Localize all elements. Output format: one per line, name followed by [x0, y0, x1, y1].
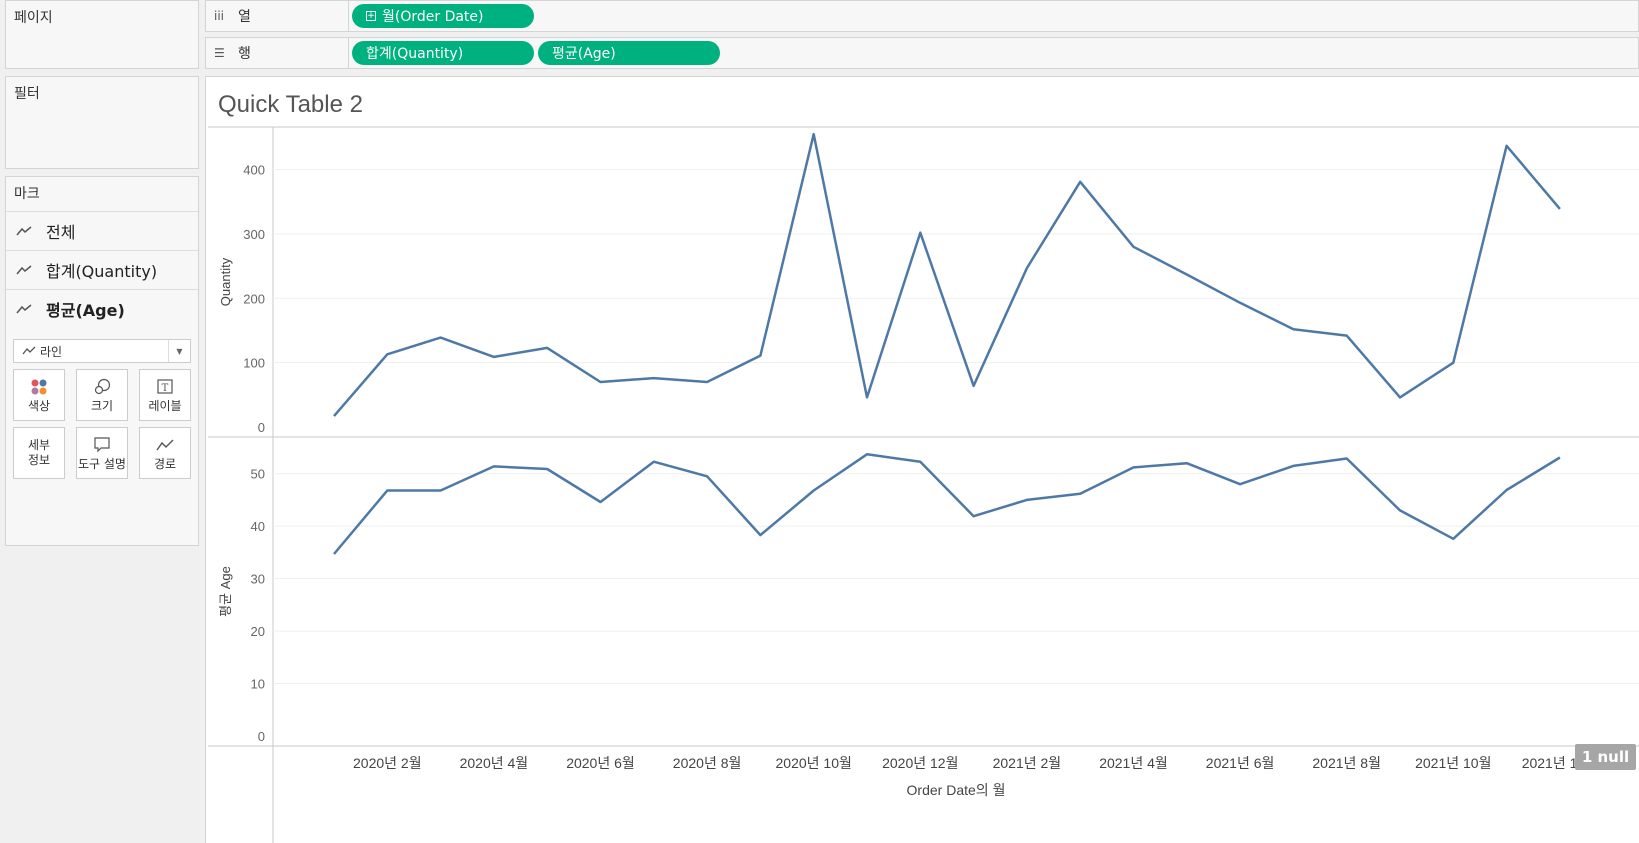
x-tick-label: 2020년 2월	[353, 755, 422, 771]
marks-card-label: 합계(Quantity)	[46, 262, 158, 281]
x-tick-label: 2021년 2월	[993, 755, 1062, 771]
marks-panel: 마크 전체 합계(Quantity) 평균(Age) 라인 ▼ 색상	[5, 176, 199, 546]
series-line	[333, 453, 1561, 555]
color-icon	[30, 377, 48, 397]
path-label: 경로	[153, 456, 177, 471]
line-chart: 0 100 200 300 400 Quantity 0 10 20 30 40 50 평균 Age 20…	[208, 126, 1639, 843]
pill-label: 월(Order Date)	[382, 9, 484, 25]
path-button[interactable]: 경로	[139, 427, 191, 479]
color-button[interactable]: 색상	[13, 369, 65, 421]
tooltip-button[interactable]: 도구 설명	[76, 427, 128, 479]
columns-icon: iii	[214, 9, 225, 23]
mark-type-value: 라인	[40, 344, 63, 359]
color-label: 색상	[27, 398, 51, 413]
x-tick-label: 2021년 10월	[1415, 755, 1491, 771]
y-tick-label: 30	[251, 572, 265, 587]
x-tick-label: 2020년 10월	[776, 755, 852, 771]
text-label-icon: T	[156, 377, 174, 397]
mark-type-dropdown[interactable]: 라인 ▼	[13, 339, 191, 363]
worksheet-title: Quick Table 2	[218, 91, 363, 118]
filters-panel[interactable]: 필터	[5, 76, 199, 169]
x-tick-label: 2020년 8월	[673, 755, 742, 771]
svg-text:T: T	[162, 383, 169, 394]
y-tick-label: 10	[251, 677, 265, 692]
x-tick-label: 2021년 8월	[1312, 755, 1381, 771]
tooltip-label: 도구 설명	[78, 456, 126, 471]
columns-label: 열	[238, 9, 251, 25]
y-axis-title: Quantity	[218, 257, 233, 306]
label-button[interactable]: T 레이블	[139, 369, 191, 421]
worksheet-view: Quick Table 2 0 100 200 300 400 Quantity 0 10 20…	[205, 76, 1639, 843]
line-icon	[16, 225, 36, 237]
y-tick-label: 0	[258, 420, 265, 435]
pages-panel[interactable]: 페이지	[5, 0, 199, 69]
marks-card-label: 전체	[46, 223, 76, 242]
marks-title: 마크	[14, 186, 40, 202]
x-tick-label: 2020년 12월	[882, 755, 958, 771]
detail-button[interactable]: 세부 정보	[13, 427, 65, 479]
rows-shelf[interactable]: ☰ 행 합계(Quantity) 평균(Age)	[205, 37, 1639, 69]
y-tick-label: 100	[243, 356, 265, 371]
y-tick-label: 20	[251, 624, 265, 639]
x-tick-label: 2021년 4월	[1099, 755, 1168, 771]
size-button[interactable]: 크기	[76, 369, 128, 421]
rows-label: 행	[238, 46, 251, 62]
line-icon	[22, 346, 40, 356]
marks-card-all[interactable]: 전체	[6, 211, 198, 250]
y-axis-title: 평균 Age	[218, 566, 233, 617]
marks-card-quantity[interactable]: 합계(Quantity)	[6, 250, 198, 289]
rows-shelf-label: ☰ 행	[206, 38, 349, 68]
null-indicator[interactable]: 1 null	[1575, 744, 1636, 770]
path-icon	[156, 435, 174, 455]
label-label: 레이블	[148, 398, 182, 413]
tooltip-icon	[93, 435, 111, 455]
y-tick-label: 200	[243, 291, 265, 306]
columns-shelf-label: iii 열	[206, 1, 349, 31]
pages-title: 페이지	[14, 10, 53, 26]
pill-label: 합계(Quantity)	[366, 46, 464, 62]
pill-label: 평균(Age)	[552, 46, 616, 62]
y-tick-label: 40	[251, 519, 265, 534]
pill-order-date[interactable]: + 월(Order Date)	[352, 4, 534, 28]
y-tick-label: 400	[243, 163, 265, 178]
x-tick-label: 2020년 6월	[566, 755, 635, 771]
rows-icon: ☰	[214, 46, 225, 60]
expand-icon[interactable]: +	[366, 11, 376, 21]
line-icon	[16, 303, 36, 315]
y-tick-label: 50	[251, 467, 265, 482]
marks-card-label: 평균(Age)	[46, 301, 125, 320]
marks-card-age[interactable]: 평균(Age)	[6, 289, 198, 328]
size-icon	[93, 377, 111, 397]
x-axis-title: Order Date의 월	[907, 782, 1006, 798]
series-line	[333, 132, 1561, 417]
line-icon	[16, 264, 36, 276]
chevron-down-icon[interactable]: ▼	[168, 340, 190, 362]
size-label: 크기	[90, 398, 114, 413]
x-tick-label: 2021년 6월	[1206, 755, 1275, 771]
filters-title: 필터	[14, 86, 40, 102]
columns-shelf[interactable]: iii 열 + 월(Order Date)	[205, 0, 1639, 32]
y-tick-label: 300	[243, 227, 265, 242]
pill-age[interactable]: 평균(Age)	[538, 41, 720, 65]
x-tick-label: 2020년 4월	[460, 755, 529, 771]
detail-label: 세부 정보	[27, 438, 51, 467]
pill-quantity[interactable]: 합계(Quantity)	[352, 41, 534, 65]
y-tick-label: 0	[258, 729, 265, 744]
